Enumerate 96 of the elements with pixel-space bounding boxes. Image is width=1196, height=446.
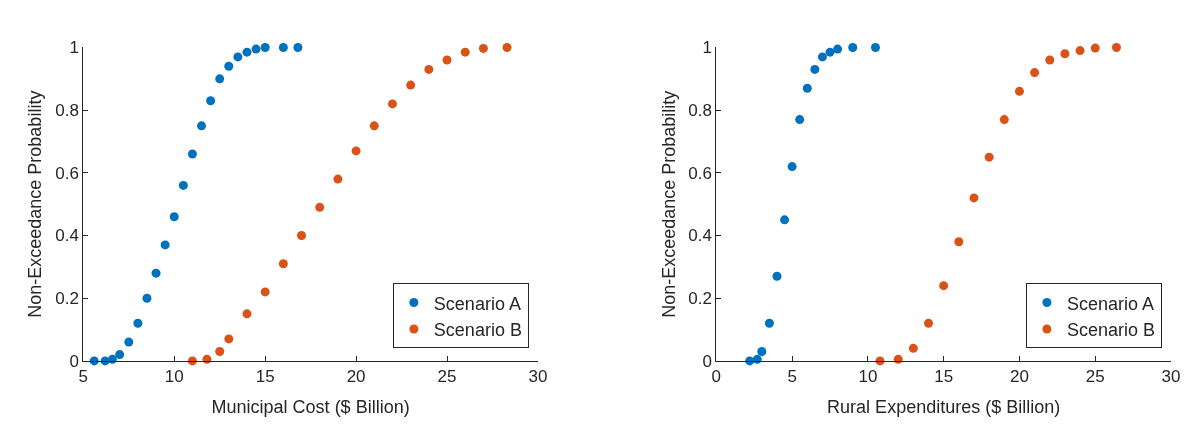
point [260, 287, 270, 297]
y-tick-label: 0.8 [55, 101, 79, 121]
point [1014, 86, 1024, 96]
y-tick-label: 0.6 [55, 163, 79, 183]
point [142, 293, 152, 303]
point [780, 215, 790, 225]
y-tick-label: 1 [69, 38, 79, 58]
x-tick-label: 30 [528, 367, 548, 387]
point [817, 52, 827, 62]
x-tick-label: 30 [1161, 367, 1181, 387]
point [424, 64, 434, 74]
point [939, 281, 949, 291]
point [772, 271, 782, 281]
point [160, 240, 170, 250]
point [242, 309, 252, 319]
point [795, 115, 805, 125]
point [197, 121, 207, 131]
point [297, 231, 307, 241]
point [224, 61, 234, 71]
point [908, 343, 918, 353]
point [187, 149, 197, 159]
point [833, 44, 843, 54]
x-tick-label: 20 [346, 367, 366, 387]
x-tick-label: 20 [1009, 367, 1029, 387]
point [351, 146, 361, 156]
point [369, 121, 379, 131]
y-axis-title: Non-Exceedance Probability [658, 90, 679, 318]
x-axis-title: Municipal Cost ($ Billion) [211, 397, 410, 418]
point [251, 44, 261, 54]
point [224, 334, 234, 344]
x-tick-label: 15 [934, 367, 954, 387]
y-tick-label: 0.6 [688, 163, 712, 183]
point [787, 162, 797, 172]
y-tick-label: 0 [702, 351, 712, 371]
point [1111, 42, 1121, 52]
point [764, 318, 774, 328]
point [215, 74, 225, 84]
point [178, 180, 188, 190]
point [1045, 55, 1055, 65]
point [133, 318, 143, 328]
point [870, 42, 880, 52]
point [242, 47, 252, 57]
point [984, 152, 994, 162]
x-axis-title: Rural Expenditures ($ Billion) [827, 397, 1061, 418]
y-tick-label: 0 [69, 351, 79, 371]
point [825, 47, 835, 57]
x-tick-label: 25 [437, 367, 457, 387]
point [1090, 43, 1100, 53]
point [215, 346, 225, 356]
point [169, 212, 179, 222]
point [478, 43, 488, 53]
point [293, 42, 303, 52]
x-tick-label: 10 [858, 367, 878, 387]
y-tick-label: 0.2 [688, 289, 712, 309]
point [333, 174, 343, 184]
point [999, 115, 1009, 125]
x-tick-label: 5 [787, 367, 797, 387]
y-tick-label: 0.2 [55, 289, 79, 309]
point [387, 99, 397, 109]
point [502, 42, 512, 52]
y-tick-label: 0.8 [688, 101, 712, 121]
x-tick-label: 5 [78, 367, 89, 387]
point [1075, 46, 1085, 56]
point [278, 259, 288, 269]
point [460, 47, 470, 57]
legend-label: Scenario B [1066, 319, 1155, 340]
point [107, 354, 117, 364]
point [406, 80, 416, 90]
y-tick-label: 0.4 [55, 226, 79, 246]
point [810, 64, 820, 74]
point [757, 346, 767, 356]
point [260, 42, 270, 52]
legend-label: Scenario B [433, 319, 522, 340]
point [206, 96, 216, 106]
point [278, 42, 288, 52]
point [954, 237, 964, 247]
y-axis-title: Non-Exceedance Probability [25, 90, 46, 318]
legend-label: Scenario A [1066, 293, 1154, 314]
y-tick-label: 0.4 [688, 226, 712, 246]
point [802, 83, 812, 93]
point [1060, 49, 1070, 59]
point [442, 55, 452, 65]
point [124, 337, 134, 347]
point [969, 193, 979, 203]
point [315, 202, 325, 212]
x-tick-label: 15 [255, 367, 275, 387]
point [1030, 68, 1040, 78]
y-tick-label: 1 [702, 38, 712, 58]
legend-label: Scenario A [433, 293, 521, 314]
point [848, 42, 858, 52]
x-tick-label: 25 [1085, 367, 1105, 387]
point [151, 268, 161, 278]
point [924, 318, 934, 328]
point [233, 52, 243, 62]
x-tick-label: 10 [164, 367, 184, 387]
point [115, 350, 125, 360]
